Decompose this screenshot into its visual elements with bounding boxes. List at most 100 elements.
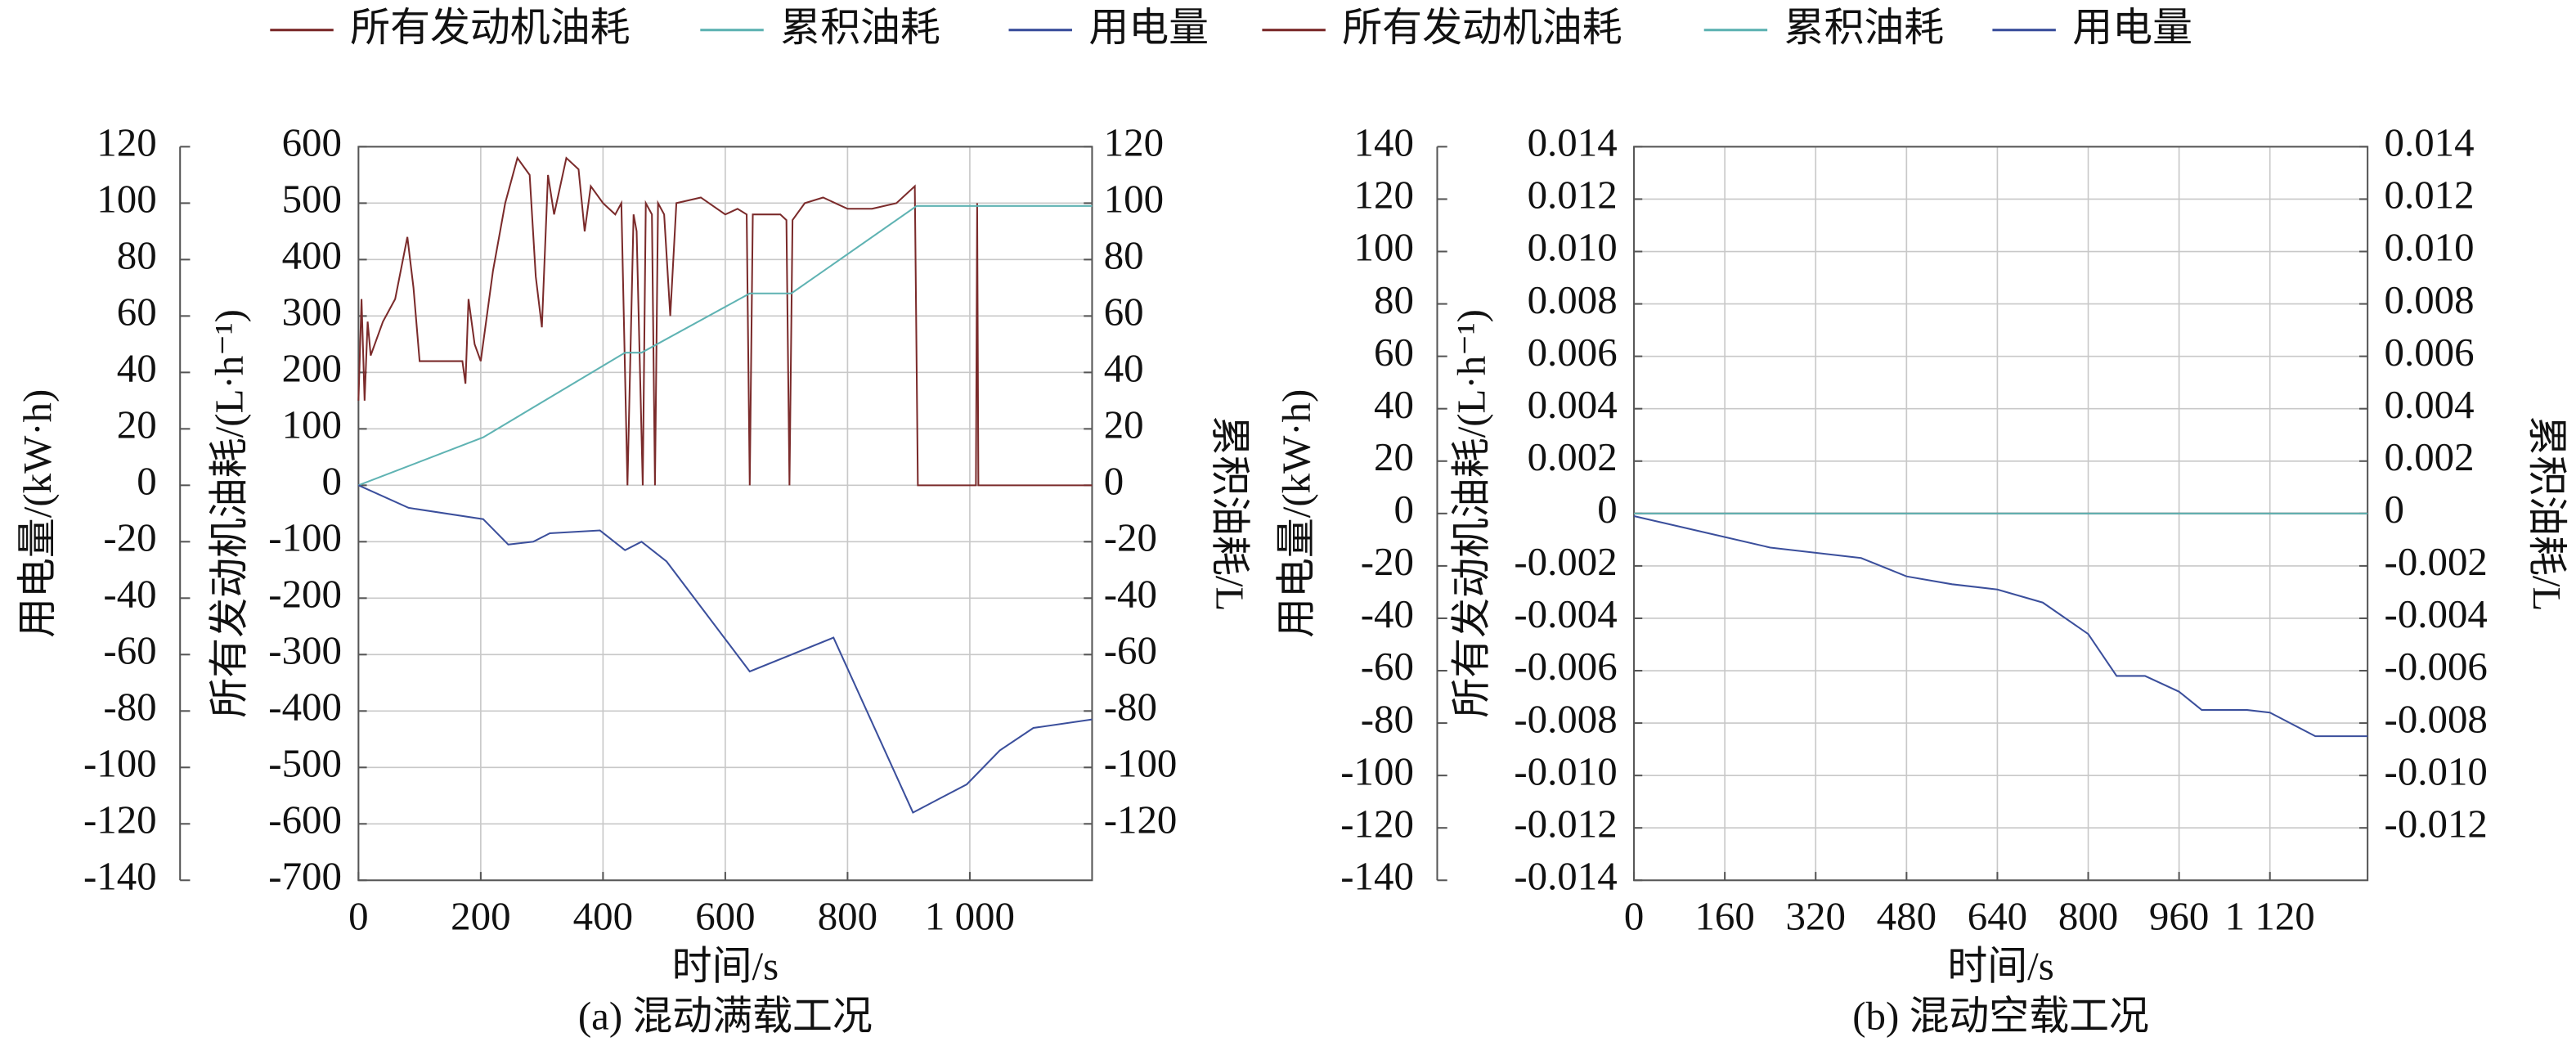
y2-tick-label: -20 <box>1104 515 1157 560</box>
y2-tick-label: 0.002 <box>2385 434 2475 479</box>
y-tick-label: -40 <box>1361 591 1414 636</box>
y2-tick-label: 100 <box>1104 177 1164 222</box>
x-tick-label: 960 <box>2149 893 2209 938</box>
y3-tick-label: -0.014 <box>1514 854 1617 899</box>
y3-tick-label: 0.010 <box>1528 225 1618 270</box>
caption: (b) 混动空载工况 <box>1852 994 2149 1039</box>
x-tick-label: 400 <box>573 893 633 938</box>
y3-tick-label: 0.002 <box>1528 434 1618 479</box>
series-line <box>357 155 1093 487</box>
y2-tick-label: 60 <box>1104 290 1144 335</box>
y-tick-label: -20 <box>1361 539 1414 584</box>
x-tick-label: 600 <box>695 893 755 938</box>
y3-tick-label: 0 <box>1597 487 1617 532</box>
x-tick-label: 0 <box>348 893 368 938</box>
y-tick-label: -40 <box>103 572 156 617</box>
y3-tick-label: 300 <box>282 290 342 335</box>
y2-tick-label: 0.004 <box>2385 382 2475 427</box>
y3-tick-label: 400 <box>282 233 342 278</box>
y3-tick-label: 500 <box>282 177 342 222</box>
y-axis-title: 用电量/(kW·h) <box>1274 389 1319 638</box>
y2-tick-label: -80 <box>1104 685 1157 730</box>
y-tick-label: 0 <box>137 459 156 504</box>
y2-axis-title: 累积油耗/L <box>2524 415 2569 611</box>
y-tick-label: 80 <box>1374 277 1414 322</box>
x-tick-label: 1 000 <box>925 893 1015 938</box>
y3-tick-label: 0.004 <box>1528 382 1618 427</box>
y2-tick-label: -0.004 <box>2385 591 2488 636</box>
legend-label: 用电量 <box>2072 5 2192 50</box>
y2-tick-label: -60 <box>1104 628 1157 673</box>
y2-tick-label: 0.008 <box>2385 277 2475 322</box>
y3-tick-label: -100 <box>268 515 342 560</box>
y3-tick-label: -200 <box>268 572 342 617</box>
x-tick-label: 320 <box>1786 893 1846 938</box>
x-axis-title: 时间/s <box>1947 944 2053 989</box>
y2-tick-label: -0.002 <box>2385 539 2488 584</box>
series-line <box>1633 515 2368 738</box>
y-tick-label: -120 <box>83 797 157 842</box>
y-tick-label: 60 <box>1374 330 1414 375</box>
y3-axis-title: 所有发动机油耗/(L·h⁻¹) <box>207 309 252 718</box>
x-tick-label: 800 <box>818 893 877 938</box>
y-axis-title: 用电量/(kW·h) <box>15 389 60 638</box>
y2-tick-label: 0 <box>1104 459 1124 504</box>
y3-tick-label: -700 <box>268 854 342 899</box>
y2-tick-label: -100 <box>1104 741 1178 786</box>
legend-label: 所有发动机油耗 <box>1342 5 1622 50</box>
y2-tick-label: -120 <box>1104 797 1178 842</box>
y-tick-label: -140 <box>83 854 157 899</box>
y2-tick-label: 0.010 <box>2385 225 2475 270</box>
y2-axis-title: 累积油耗/L <box>1207 415 1252 611</box>
y2-tick-label: 0 <box>2385 487 2404 532</box>
y-tick-label: 100 <box>96 177 156 222</box>
y3-tick-label: 0.012 <box>1528 173 1618 218</box>
legend-label: 累积油耗 <box>1784 5 1945 50</box>
y3-tick-label: 0.014 <box>1528 120 1618 165</box>
y-tick-label: 100 <box>1354 225 1414 270</box>
y2-tick-label: 120 <box>1104 120 1164 165</box>
y3-tick-label: 0.006 <box>1528 330 1618 375</box>
y3-tick-label: -400 <box>268 685 342 730</box>
y2-tick-label: -0.010 <box>2385 748 2488 793</box>
y3-tick-label: -0.010 <box>1514 748 1617 793</box>
caption: (a) 混动满载工况 <box>578 994 873 1039</box>
y2-tick-label: -40 <box>1104 572 1157 617</box>
y-tick-label: 120 <box>96 120 156 165</box>
y-tick-label: 20 <box>117 402 157 447</box>
x-axis-title: 时间/s <box>672 944 779 989</box>
y3-tick-label: 600 <box>282 120 342 165</box>
y-tick-label: 0 <box>1393 487 1413 532</box>
y3-tick-label: -0.004 <box>1514 591 1617 636</box>
legend-label: 所有发动机油耗 <box>350 5 630 50</box>
y-tick-label: 80 <box>117 233 157 278</box>
y-tick-label: -60 <box>1361 644 1414 689</box>
y3-tick-label: -0.008 <box>1514 696 1617 741</box>
y3-tick-label: 100 <box>282 402 342 447</box>
y3-tick-label: -0.002 <box>1514 539 1617 584</box>
y-tick-label: 140 <box>1354 120 1414 165</box>
y2-tick-label: -0.008 <box>2385 696 2488 741</box>
y2-tick-label: 0.014 <box>2385 120 2475 165</box>
x-tick-label: 160 <box>1694 893 1754 938</box>
y3-tick-label: 0.008 <box>1528 277 1618 322</box>
x-tick-label: 200 <box>451 893 510 938</box>
y2-tick-label: -0.012 <box>2385 801 2488 846</box>
x-tick-label: 1 120 <box>2225 893 2315 938</box>
y-tick-label: -60 <box>103 628 156 673</box>
y2-tick-label: 20 <box>1104 402 1144 447</box>
x-tick-label: 0 <box>1624 893 1644 938</box>
y2-tick-label: 40 <box>1104 346 1144 391</box>
legend-label: 累积油耗 <box>780 5 940 50</box>
y3-tick-label: -300 <box>268 628 342 673</box>
y-tick-label: 60 <box>117 290 157 335</box>
x-tick-label: 800 <box>2058 893 2118 938</box>
y-tick-label: 40 <box>1374 382 1414 427</box>
y2-tick-label: -0.006 <box>2385 644 2488 689</box>
y2-tick-label: 0.012 <box>2385 173 2475 218</box>
y2-tick-label: 0.006 <box>2385 330 2475 375</box>
y-tick-label: -100 <box>1340 748 1414 793</box>
y3-tick-label: -0.006 <box>1514 644 1617 689</box>
legend-label: 用电量 <box>1088 5 1209 50</box>
